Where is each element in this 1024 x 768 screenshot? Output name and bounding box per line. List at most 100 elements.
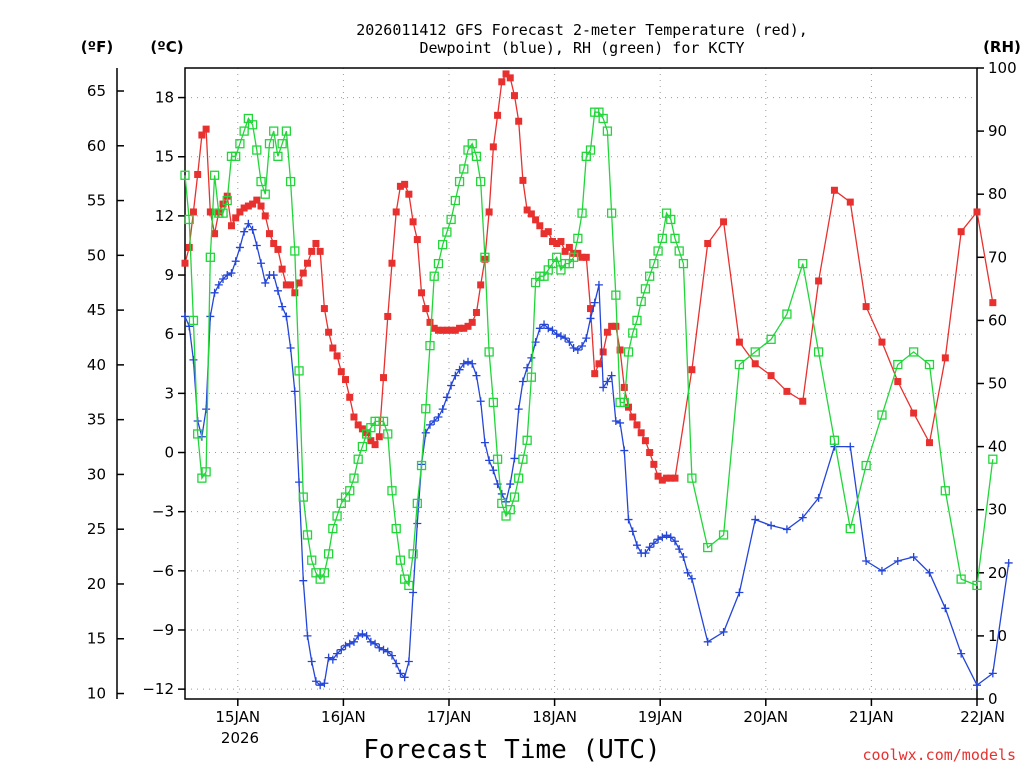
dewpoint-point <box>366 637 375 646</box>
dewpoint-point <box>349 637 358 646</box>
rh-point <box>606 208 617 218</box>
dewpoint-point <box>451 371 460 380</box>
rh-point <box>509 492 520 502</box>
temperature-point <box>451 326 459 334</box>
temperature-point <box>375 433 383 441</box>
rh-tick-label: 80 <box>988 185 1007 203</box>
dewpoint-point <box>607 371 616 380</box>
dewpoint-point <box>751 515 760 524</box>
temperature-point <box>181 259 189 267</box>
dewpoint-point <box>687 574 696 583</box>
dewpoint-point <box>480 438 489 447</box>
dewpoint-point <box>569 344 578 353</box>
rh-point <box>488 397 499 408</box>
rh-tick-label: 60 <box>988 311 1007 329</box>
temperature-point <box>599 348 607 356</box>
dewpoint-point <box>299 576 308 585</box>
dewpoint-point <box>670 537 679 546</box>
temperature-point <box>253 196 261 204</box>
dewpoint-point <box>371 639 380 648</box>
temperature-point <box>667 474 675 482</box>
rh-point <box>632 315 642 326</box>
rh-point <box>425 340 435 351</box>
rh-line <box>184 111 994 588</box>
dewpoint-point <box>316 681 325 690</box>
celsius-tick-label: 3 <box>164 384 174 402</box>
rh-point <box>526 372 537 382</box>
rh-point <box>357 441 368 452</box>
rh-point <box>395 555 406 565</box>
dewpoint-point <box>565 338 574 347</box>
rh-point <box>391 523 401 534</box>
temperature-point <box>320 305 328 313</box>
rh-point <box>285 176 296 187</box>
dewpoint-point <box>599 383 608 392</box>
temperature-point <box>830 186 838 194</box>
temperature-point <box>232 214 240 222</box>
dewpoint-point <box>219 274 228 283</box>
rh-tick-label: 50 <box>988 375 1007 393</box>
dewpoint-point <box>430 416 439 425</box>
rh-point <box>782 309 792 319</box>
dewpoint-point <box>459 359 468 368</box>
rh-point <box>988 454 998 464</box>
celsius-axis-unit: (ºC) <box>150 38 183 56</box>
rh-point <box>467 139 477 149</box>
temperature-point <box>671 474 679 482</box>
rh-point <box>433 258 444 269</box>
temperature-point <box>211 230 219 238</box>
temperature-point <box>502 70 510 78</box>
rh-point <box>345 486 355 496</box>
temperature-point <box>206 208 214 216</box>
rh-point <box>218 208 228 218</box>
dewpoint-point <box>846 442 855 451</box>
temperature-point <box>265 230 273 238</box>
dewpoint-point <box>603 377 612 386</box>
dewpoint-point <box>523 363 532 372</box>
rh-point <box>718 530 729 540</box>
dewpoint-point <box>375 643 384 652</box>
dewpoint-point <box>303 631 312 640</box>
dewpoint-point <box>464 357 473 366</box>
temperature-point <box>815 277 823 285</box>
dewpoint-point <box>476 397 485 406</box>
temperature-point <box>299 269 307 277</box>
rh-point <box>307 555 317 565</box>
dewpoint-point <box>645 543 654 552</box>
temperature-point <box>704 239 712 247</box>
rh-point <box>429 271 439 281</box>
rh-point <box>908 347 919 357</box>
temperature-point <box>227 222 235 230</box>
rh-point <box>628 328 638 338</box>
rh-point <box>657 233 667 244</box>
temperature-point <box>506 74 514 82</box>
temperature-point <box>894 378 902 386</box>
rh-point <box>492 454 503 464</box>
dewpoint-point <box>223 271 232 280</box>
temperature-point <box>291 289 299 297</box>
temperature-point <box>202 125 210 133</box>
dewpoint-point <box>333 649 342 658</box>
temperature-point <box>426 318 434 326</box>
fahrenheit-tick-label: 65 <box>87 82 106 100</box>
dewpoint-point <box>719 627 728 636</box>
rh-point <box>734 359 745 370</box>
celsius-tick-label: −9 <box>152 621 174 639</box>
dewpoint-point <box>620 446 629 455</box>
rh-point <box>387 486 397 496</box>
rh-point <box>484 347 494 357</box>
temperature-point <box>240 204 248 212</box>
dewpoint-point <box>814 493 823 502</box>
rh-point <box>649 258 659 269</box>
dewpoint-point <box>925 568 934 577</box>
temperature-point <box>663 474 671 482</box>
rh-point <box>290 246 300 256</box>
rh-point <box>353 454 363 464</box>
dewpoint-point <box>675 545 684 554</box>
dewpoint-point <box>578 342 587 351</box>
rh-point <box>674 246 684 256</box>
dewpoint-point <box>518 377 527 386</box>
temperature-point <box>422 305 430 313</box>
celsius-tick-label: 6 <box>164 325 174 343</box>
